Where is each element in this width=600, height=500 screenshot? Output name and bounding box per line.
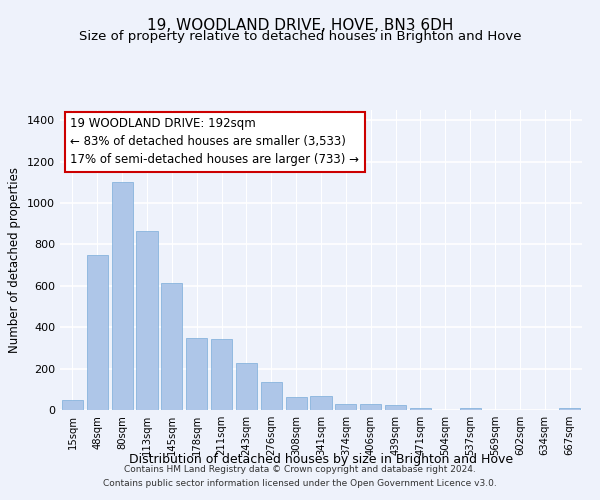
Bar <box>460 408 481 410</box>
Text: 19 WOODLAND DRIVE: 192sqm
← 83% of detached houses are smaller (3,533)
17% of se: 19 WOODLAND DRIVE: 192sqm ← 83% of detac… <box>70 118 359 166</box>
Bar <box>410 408 431 410</box>
Bar <box>286 396 307 410</box>
Bar <box>112 182 133 410</box>
Bar <box>385 406 406 410</box>
Y-axis label: Number of detached properties: Number of detached properties <box>8 167 22 353</box>
Bar <box>236 364 257 410</box>
Bar <box>335 404 356 410</box>
Bar <box>186 338 207 410</box>
Text: Contains HM Land Registry data © Crown copyright and database right 2024.
Contai: Contains HM Land Registry data © Crown c… <box>103 466 497 487</box>
Text: Size of property relative to detached houses in Brighton and Hove: Size of property relative to detached ho… <box>79 30 521 43</box>
Bar <box>87 255 108 410</box>
Bar <box>136 231 158 410</box>
Bar <box>211 338 232 410</box>
Bar <box>261 382 282 410</box>
Text: 19, WOODLAND DRIVE, HOVE, BN3 6DH: 19, WOODLAND DRIVE, HOVE, BN3 6DH <box>147 18 453 32</box>
Bar <box>161 283 182 410</box>
Bar <box>360 404 381 410</box>
Text: Distribution of detached houses by size in Brighton and Hove: Distribution of detached houses by size … <box>129 452 513 466</box>
Bar <box>310 396 332 410</box>
Bar <box>62 400 83 410</box>
Bar <box>559 408 580 410</box>
